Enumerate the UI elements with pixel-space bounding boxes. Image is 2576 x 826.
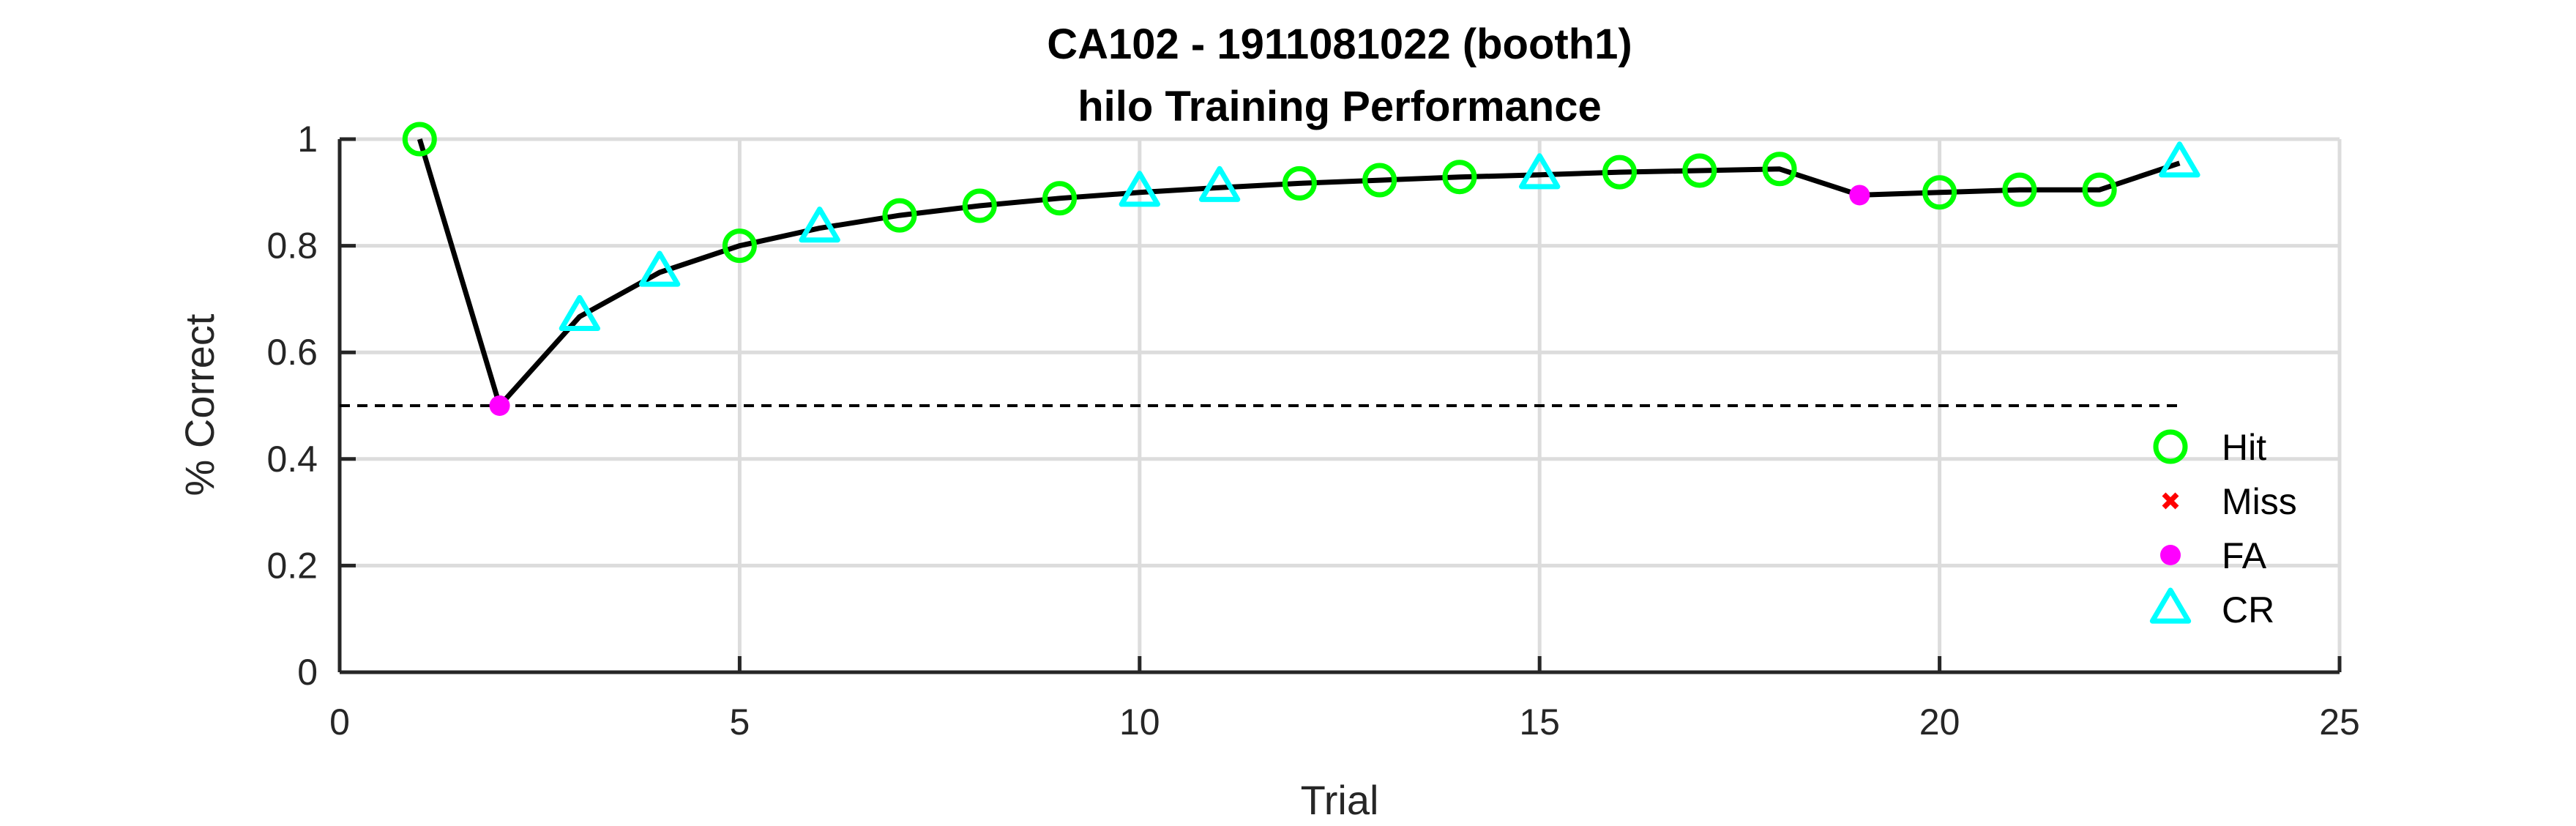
y-tick-label: 0.8: [266, 226, 318, 267]
data-point-hit: [1442, 160, 1477, 195]
x-tick-label: 10: [1119, 702, 1160, 743]
data-point-cr: [559, 294, 601, 332]
y-axis-label: % Correct: [176, 313, 223, 496]
data-series: [340, 122, 2200, 416]
data-point-hit: [1922, 175, 1957, 210]
legend-label-hit: Hit: [2222, 427, 2266, 468]
legend-label-miss: Miss: [2222, 481, 2297, 522]
legend-marker-cr: [2149, 587, 2192, 624]
data-point-hit: [1602, 155, 1637, 190]
data-point-fa: [489, 395, 510, 416]
x-tick-label: 5: [729, 702, 750, 743]
data-point-cr: [2159, 141, 2200, 178]
data-point-fa: [1849, 185, 1870, 206]
tick-labels: 0 5 10 15 20 25 0 0.2 0.4 0.6 0.8 1: [266, 119, 2359, 743]
x-tick-label: 20: [1919, 702, 1960, 743]
chart-title-line-2: hilo Training Performance: [1078, 83, 1601, 130]
y-tick-label: 0.2: [266, 545, 318, 586]
y-tick-label: 0: [297, 652, 318, 693]
chart-title-line-1: CA102 - 1911081022 (booth1): [1047, 21, 1632, 68]
data-point-cr: [638, 250, 681, 287]
data-point-hit: [1282, 165, 1317, 201]
data-point-cr: [1119, 171, 1160, 207]
data-point-hit: [1042, 181, 1078, 216]
x-tick-label: 25: [2319, 702, 2360, 743]
y-tick-label: 1: [297, 119, 318, 160]
performance-line: [417, 138, 2181, 409]
data-point-cr: [799, 206, 840, 243]
legend-label-cr: CR: [2222, 589, 2274, 630]
legend-marker-fa: [2160, 545, 2181, 565]
x-tick-label: 0: [329, 702, 350, 743]
data-point-hit: [722, 228, 757, 264]
x-tick-label: 15: [1519, 702, 1560, 743]
legend-marker-hit: [2153, 429, 2188, 464]
data-point-hit: [1762, 152, 1797, 187]
legend-marker-miss: [2162, 492, 2179, 510]
data-point-hit: [962, 188, 997, 223]
miss-marker-stroke: [2162, 492, 2179, 510]
y-tick-label: 0.6: [266, 332, 318, 373]
y-tick-label: 0.4: [266, 439, 318, 480]
data-point-cr: [1519, 153, 1561, 190]
data-point-hit: [2082, 172, 2117, 207]
data-point-hit: [2002, 172, 2037, 207]
data-point-hit: [882, 198, 917, 233]
data-point-hit: [402, 122, 437, 157]
data-point-cr: [1198, 165, 1241, 202]
legend: Hit Miss FA CR: [2149, 427, 2297, 630]
x-axis-label: Trial: [1301, 777, 1379, 823]
legend-label-fa: FA: [2222, 535, 2267, 576]
data-point-hit: [1362, 163, 1397, 198]
data-point-hit: [1682, 153, 1717, 188]
